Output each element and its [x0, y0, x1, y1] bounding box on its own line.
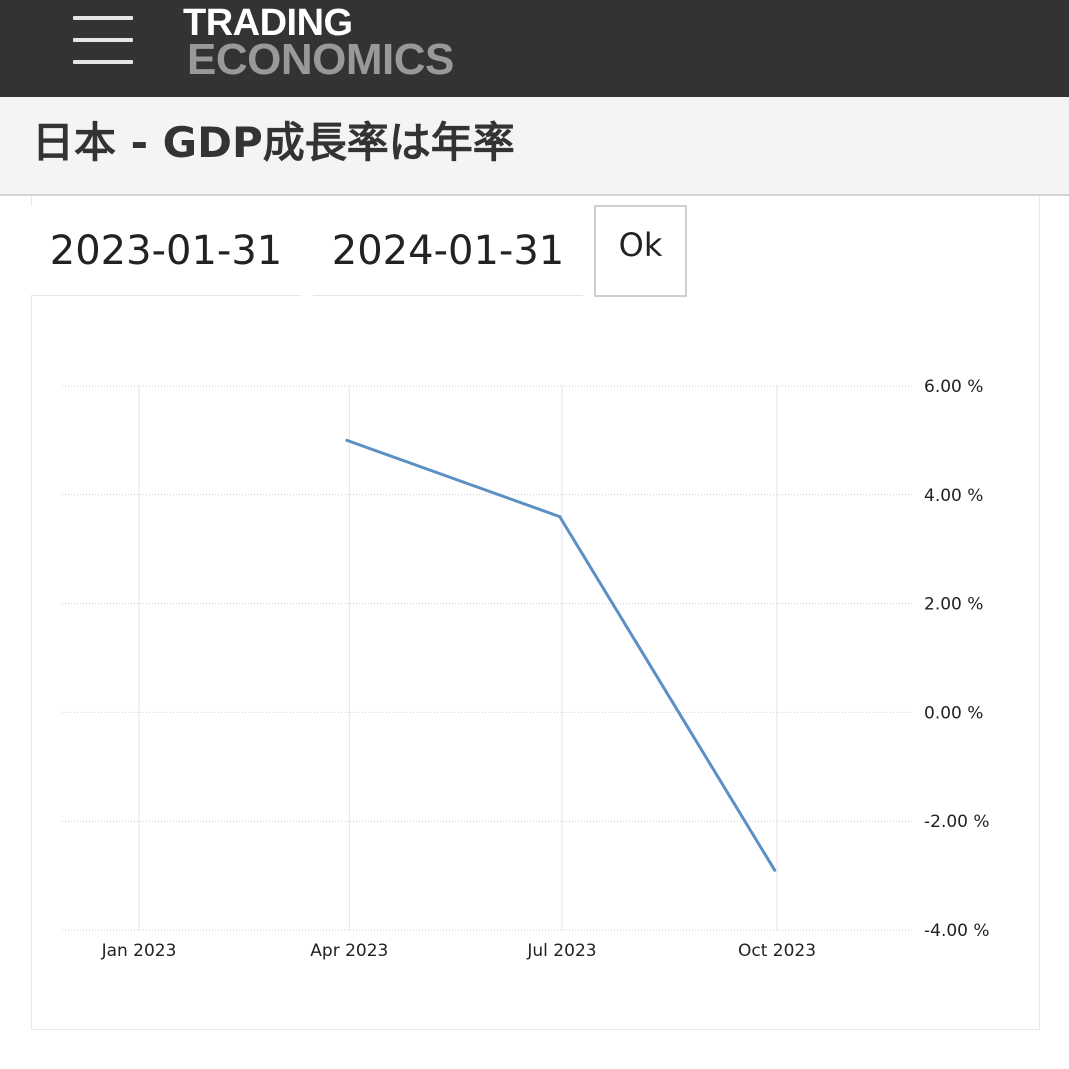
- y-tick-label: 2.00 %: [924, 595, 983, 615]
- ok-button[interactable]: Ok: [594, 205, 687, 297]
- start-date-input[interactable]: [31, 206, 301, 296]
- trading-economics-logo[interactable]: TRADING ECONOMICS: [183, 4, 454, 82]
- y-tick-label: 4.00 %: [924, 486, 983, 506]
- data-point[interactable]: [773, 868, 777, 872]
- chart-panel: [31, 196, 1040, 1030]
- title-bar: 日本 - GDP成長率は年率: [0, 97, 1069, 196]
- page-title: 日本 - GDP成長率は年率: [32, 118, 515, 167]
- x-tick-label: Jul 2023: [526, 941, 596, 961]
- top-navigation-bar: TRADING ECONOMICS: [0, 0, 1069, 97]
- series-line: [345, 438, 777, 872]
- data-point[interactable]: [558, 515, 562, 519]
- x-tick-label: Oct 2023: [738, 941, 816, 961]
- x-tick-label: Apr 2023: [310, 941, 388, 961]
- end-date-input[interactable]: [313, 206, 583, 296]
- y-tick-label: -2.00 %: [924, 812, 990, 832]
- y-tick-label: -4.00 %: [924, 921, 990, 941]
- x-tick-label: Jan 2023: [101, 941, 177, 961]
- y-tick-label: 6.00 %: [924, 377, 983, 397]
- logo-line-1: TRADING: [183, 2, 353, 44]
- y-tick-label: 0.00 %: [924, 703, 983, 723]
- data-point[interactable]: [345, 438, 349, 442]
- logo-line-2: ECONOMICS: [187, 35, 454, 84]
- hamburger-menu-icon[interactable]: [73, 16, 133, 64]
